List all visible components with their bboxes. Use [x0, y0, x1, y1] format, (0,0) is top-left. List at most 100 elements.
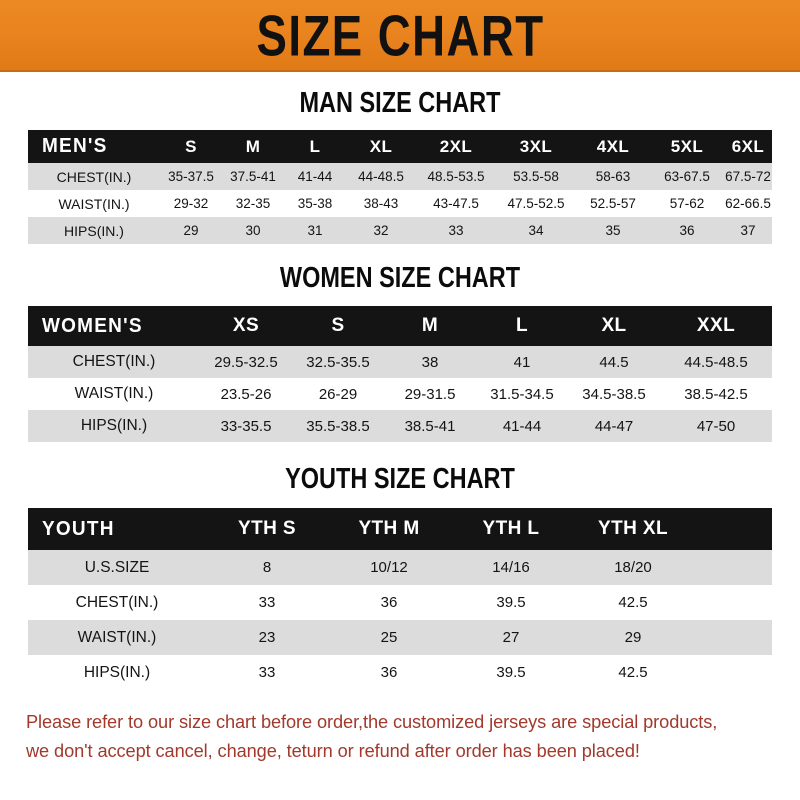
women-cell-waist-5: 38.5-42.5: [684, 385, 748, 403]
youth-cell-ussize-1: 10/12: [370, 559, 408, 576]
women-cell-hips-3: 41-44: [502, 417, 542, 435]
men-cell-hips-4: 33: [448, 223, 464, 238]
women-row-label-hips: HIPS(IN.): [80, 417, 148, 434]
men-size-table-wrapper: MEN'S S M L XL 2XL 3XL 4XL 5XL 6XL CHEST…: [28, 130, 772, 244]
men-size-col-8: 6XL: [731, 136, 765, 156]
women-size-table-wrapper: WOMEN'S XS S M L XL XXL CHEST(IN.) 29.5-…: [28, 306, 772, 442]
page-title: SIZE CHART: [255, 2, 545, 68]
youth-cell-hips-spacer: [694, 655, 772, 690]
women-cell-chest-0: 29.5-32.5: [214, 353, 278, 371]
youth-size-col-2: YTH L: [482, 518, 540, 539]
men-cell-hips-8: 37: [740, 223, 756, 238]
men-cell-chest-1: 37.5-41: [230, 169, 276, 184]
women-size-col-4: XL: [601, 315, 627, 336]
women-row-label-chest: CHEST(IN.): [72, 353, 156, 370]
table-row: WAIST(IN.) 23 25 27 29: [28, 620, 772, 655]
table-row: HIPS(IN.) 29 30 31 32 33 34 35 36 37: [28, 217, 772, 244]
table-row: WAIST(IN.) 23.5-26 26-29 29-31.5 31.5-34…: [28, 378, 772, 410]
youth-cell-waist-0: 23: [258, 629, 276, 646]
men-cell-chest-6: 58-63: [595, 169, 631, 184]
youth-table-header-row: YOUTH YTH S YTH M YTH L YTH XL: [28, 508, 772, 550]
men-size-col-0: S: [185, 136, 197, 156]
youth-size-table: YOUTH YTH S YTH M YTH L YTH XL U.S.SIZE …: [28, 508, 772, 690]
men-cell-chest-2: 41-44: [297, 169, 333, 184]
youth-cell-hips-1: 36: [380, 664, 398, 681]
table-row: HIPS(IN.) 33-35.5 35.5-38.5 38.5-41 41-4…: [28, 410, 772, 442]
men-cell-waist-8: 62-66.5: [725, 196, 771, 211]
women-size-col-3: L: [515, 315, 528, 336]
men-size-col-3: XL: [369, 136, 393, 156]
men-cell-hips-5: 34: [528, 223, 544, 238]
table-row: WAIST(IN.) 29-32 32-35 35-38 38-43 43-47…: [28, 190, 772, 217]
men-cell-hips-6: 35: [605, 223, 621, 238]
men-row-label-hips: HIPS(IN.): [64, 222, 124, 239]
youth-cell-ussize-spacer: [694, 550, 772, 585]
table-row: CHEST(IN.) 35-37.5 37.5-41 41-44 44-48.5…: [28, 163, 772, 190]
men-cell-waist-4: 43-47.5: [433, 196, 479, 211]
youth-size-col-spacer: [694, 508, 772, 550]
men-cell-chest-7: 63-67.5: [664, 169, 710, 184]
youth-size-col-0: YTH S: [238, 518, 296, 539]
footer-line-2: we don't accept cancel, change, teturn o…: [26, 739, 640, 761]
women-cell-hips-0: 33-35.5: [220, 417, 272, 435]
table-row: CHEST(IN.) 29.5-32.5 32.5-35.5 38 41 44.…: [28, 346, 772, 378]
women-cell-hips-5: 47-50: [696, 417, 736, 435]
women-size-col-2: M: [421, 315, 439, 336]
men-size-table: MEN'S S M L XL 2XL 3XL 4XL 5XL 6XL CHEST…: [28, 130, 772, 244]
men-cell-hips-7: 36: [679, 223, 695, 238]
youth-cell-hips-3: 42.5: [618, 664, 648, 681]
section-title-women: WOMEN SIZE CHART: [279, 261, 521, 295]
women-cell-hips-4: 44-47: [594, 417, 634, 435]
men-cell-hips-3: 32: [373, 223, 389, 238]
women-size-table: WOMEN'S XS S M L XL XXL CHEST(IN.) 29.5-…: [28, 306, 772, 442]
men-size-col-6: 4XL: [596, 136, 630, 156]
men-cell-waist-6: 52.5-57: [590, 196, 636, 211]
women-cell-waist-4: 34.5-38.5: [582, 385, 646, 403]
youth-row-label-hips: HIPS(IN.): [83, 663, 151, 681]
women-cell-chest-3: 41: [513, 353, 531, 371]
women-size-col-0: XS: [232, 315, 260, 336]
women-size-col-1: S: [331, 315, 345, 336]
men-size-col-4: 2XL: [439, 136, 473, 156]
men-row-label-waist: WAIST(IN.): [58, 195, 130, 212]
men-table-header-row: MEN'S S M L XL 2XL 3XL 4XL 5XL 6XL: [28, 130, 772, 163]
youth-cell-ussize-0: 8: [262, 559, 272, 576]
youth-cell-chest-3: 42.5: [618, 594, 648, 611]
section-title-youth: YOUTH SIZE CHART: [285, 462, 515, 496]
youth-cell-waist-2: 27: [502, 629, 520, 646]
youth-cell-ussize-3: 18/20: [614, 559, 652, 576]
women-row-label-waist: WAIST(IN.): [74, 385, 154, 402]
men-cell-waist-2: 35-38: [297, 196, 333, 211]
women-header-label: WOMEN'S: [42, 314, 143, 337]
women-cell-chest-5: 44.5-48.5: [684, 353, 748, 371]
men-size-col-7: 5XL: [670, 136, 704, 156]
men-cell-chest-5: 53.5-58: [513, 169, 559, 184]
women-table-header-row: WOMEN'S XS S M L XL XXL: [28, 306, 772, 346]
men-cell-chest-8: 67.5-72: [725, 169, 771, 184]
youth-header-label: YOUTH: [42, 517, 115, 540]
youth-size-col-1: YTH M: [358, 518, 420, 539]
women-cell-hips-2: 38.5-41: [404, 417, 456, 435]
youth-row-label-chest: CHEST(IN.): [75, 593, 159, 611]
men-cell-chest-3: 44-48.5: [358, 169, 404, 184]
men-cell-waist-5: 47.5-52.5: [507, 196, 565, 211]
women-cell-waist-0: 23.5-26: [220, 385, 272, 403]
women-cell-chest-4: 44.5: [599, 353, 629, 371]
men-size-col-1: M: [245, 136, 261, 156]
men-row-label-chest: CHEST(IN.): [56, 168, 132, 185]
footer-line-1: Please refer to our size chart before or…: [26, 711, 718, 732]
youth-cell-chest-spacer: [694, 585, 772, 620]
women-cell-waist-1: 26-29: [318, 385, 358, 403]
youth-size-table-wrapper: YOUTH YTH S YTH M YTH L YTH XL U.S.SIZE …: [28, 508, 772, 690]
section-title-men: MAN SIZE CHART: [299, 86, 501, 120]
youth-cell-hips-2: 39.5: [496, 664, 526, 681]
footer-disclaimer: Please refer to our size chart before or…: [26, 708, 765, 765]
youth-row-label-ussize: U.S.SIZE: [84, 558, 150, 576]
youth-row-label-waist: WAIST(IN.): [77, 628, 157, 646]
men-size-col-5: 3XL: [519, 136, 553, 156]
header-banner: SIZE CHART: [0, 0, 800, 72]
youth-cell-chest-0: 33: [258, 594, 276, 611]
table-row: CHEST(IN.) 33 36 39.5 42.5: [28, 585, 772, 620]
youth-cell-hips-0: 33: [258, 664, 276, 681]
